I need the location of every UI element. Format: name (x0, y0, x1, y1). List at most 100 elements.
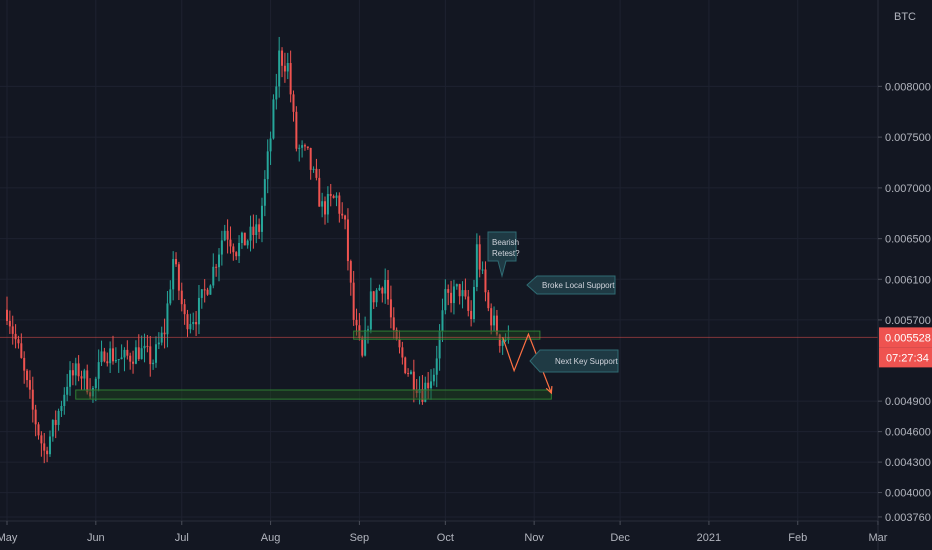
candle-body (495, 315, 498, 335)
candle-body (103, 351, 106, 362)
candle-body (309, 148, 312, 170)
price-tick-label: 0.004900 (885, 396, 931, 408)
candle-body (166, 303, 169, 335)
candle-body (140, 348, 143, 360)
candle-body (404, 357, 407, 374)
candle-body (263, 179, 266, 206)
candle-body (129, 355, 132, 362)
current-price-value: 0.005528 (885, 332, 931, 344)
candle-body (235, 252, 238, 257)
candle-body (229, 239, 232, 247)
candle-body (94, 378, 97, 389)
candle-body (283, 65, 286, 72)
candle-body (28, 380, 31, 390)
candle-body (387, 280, 390, 300)
candle-body (180, 290, 183, 305)
candle-body (34, 409, 37, 425)
candle-body (149, 346, 152, 365)
candle-body (364, 330, 367, 356)
candle-body (435, 358, 438, 375)
price-tick-label: 0.004000 (885, 488, 931, 500)
candle-body (455, 284, 458, 287)
candle-body (43, 443, 46, 451)
price-tick-label: 0.006100 (885, 274, 931, 286)
candle-body (48, 436, 51, 455)
price-tick-label: 0.007500 (885, 132, 931, 144)
next-key-support-callout[interactable]: Next Key Support (529, 349, 619, 373)
candle-body (401, 347, 404, 358)
candle-body (490, 308, 493, 326)
candle-body (252, 226, 255, 235)
support-zones (75, 330, 552, 400)
time-axis[interactable]: May Jun Jul Aug Sep Oct Nov Dec 2021 Feb Mar (0, 520, 888, 544)
candle-body (249, 226, 252, 241)
candle-body (289, 62, 292, 95)
candle-body (395, 329, 398, 340)
time-tick-label: Dec (610, 532, 630, 544)
candle-body (60, 405, 63, 411)
candle-body (189, 324, 192, 330)
bearish-retest-callout[interactable]: Bearish Retest? (487, 231, 520, 278)
price-tick-label: 0.004600 (885, 427, 931, 439)
candle-body (441, 310, 444, 332)
candle-body (83, 370, 86, 379)
countdown-tag-bg (879, 347, 932, 368)
candle-body (298, 147, 301, 149)
candle-body (295, 111, 298, 149)
broke-local-support-callout[interactable]: Broke Local Support (526, 275, 616, 295)
candle-body (366, 329, 369, 331)
candle-body (407, 373, 410, 375)
candle-body (183, 304, 186, 315)
time-tick-label: Sep (350, 532, 370, 544)
candle-body (418, 389, 421, 394)
price-axis[interactable]: 0.008000 0.007500 0.007000 0.006500 0.006100… (877, 0, 931, 550)
price-tick-label: 0.004300 (885, 457, 931, 469)
candle-body (498, 334, 501, 346)
candle-body (266, 151, 269, 180)
candlestick-series (6, 36, 510, 464)
candle-body (315, 168, 318, 178)
time-tick-label: Mar (868, 532, 887, 544)
candle-body (335, 195, 338, 198)
candle-body (389, 299, 392, 318)
candle-body (46, 450, 49, 455)
candle-body (375, 290, 378, 303)
candle-body (157, 342, 160, 345)
candle-body (31, 389, 34, 410)
candle-body (341, 213, 344, 216)
candle-body (195, 322, 198, 325)
time-tick-label: Aug (261, 532, 281, 544)
candle-body (86, 370, 89, 393)
next-key-support-box (529, 349, 619, 373)
candle-body (424, 382, 427, 402)
candle-body (398, 339, 401, 348)
candle-body (66, 386, 69, 395)
candle-body (409, 371, 412, 374)
candle-body (37, 424, 40, 436)
candle-body (324, 201, 327, 215)
candle-body (146, 345, 149, 347)
candle-body (415, 389, 418, 394)
candle-body (89, 392, 92, 397)
candle-body (312, 168, 315, 170)
candle-body (269, 138, 272, 152)
candle-body (14, 333, 17, 340)
price-tick-label: 0.008000 (885, 81, 931, 93)
candle-body (458, 284, 461, 297)
candle-body (223, 230, 226, 241)
candle-body (112, 348, 115, 362)
candle-body (177, 264, 180, 291)
price-tick-label: 0.007000 (885, 183, 931, 195)
candle-body (507, 337, 510, 340)
candle-body (226, 230, 229, 240)
candle-body (137, 347, 140, 360)
candle-body (467, 296, 470, 311)
bearish-retest-box (487, 231, 517, 278)
candle-body (218, 254, 221, 268)
candle-body (186, 314, 189, 330)
candle-body (318, 177, 321, 207)
candle-body (501, 340, 504, 346)
candle-body (344, 215, 347, 220)
